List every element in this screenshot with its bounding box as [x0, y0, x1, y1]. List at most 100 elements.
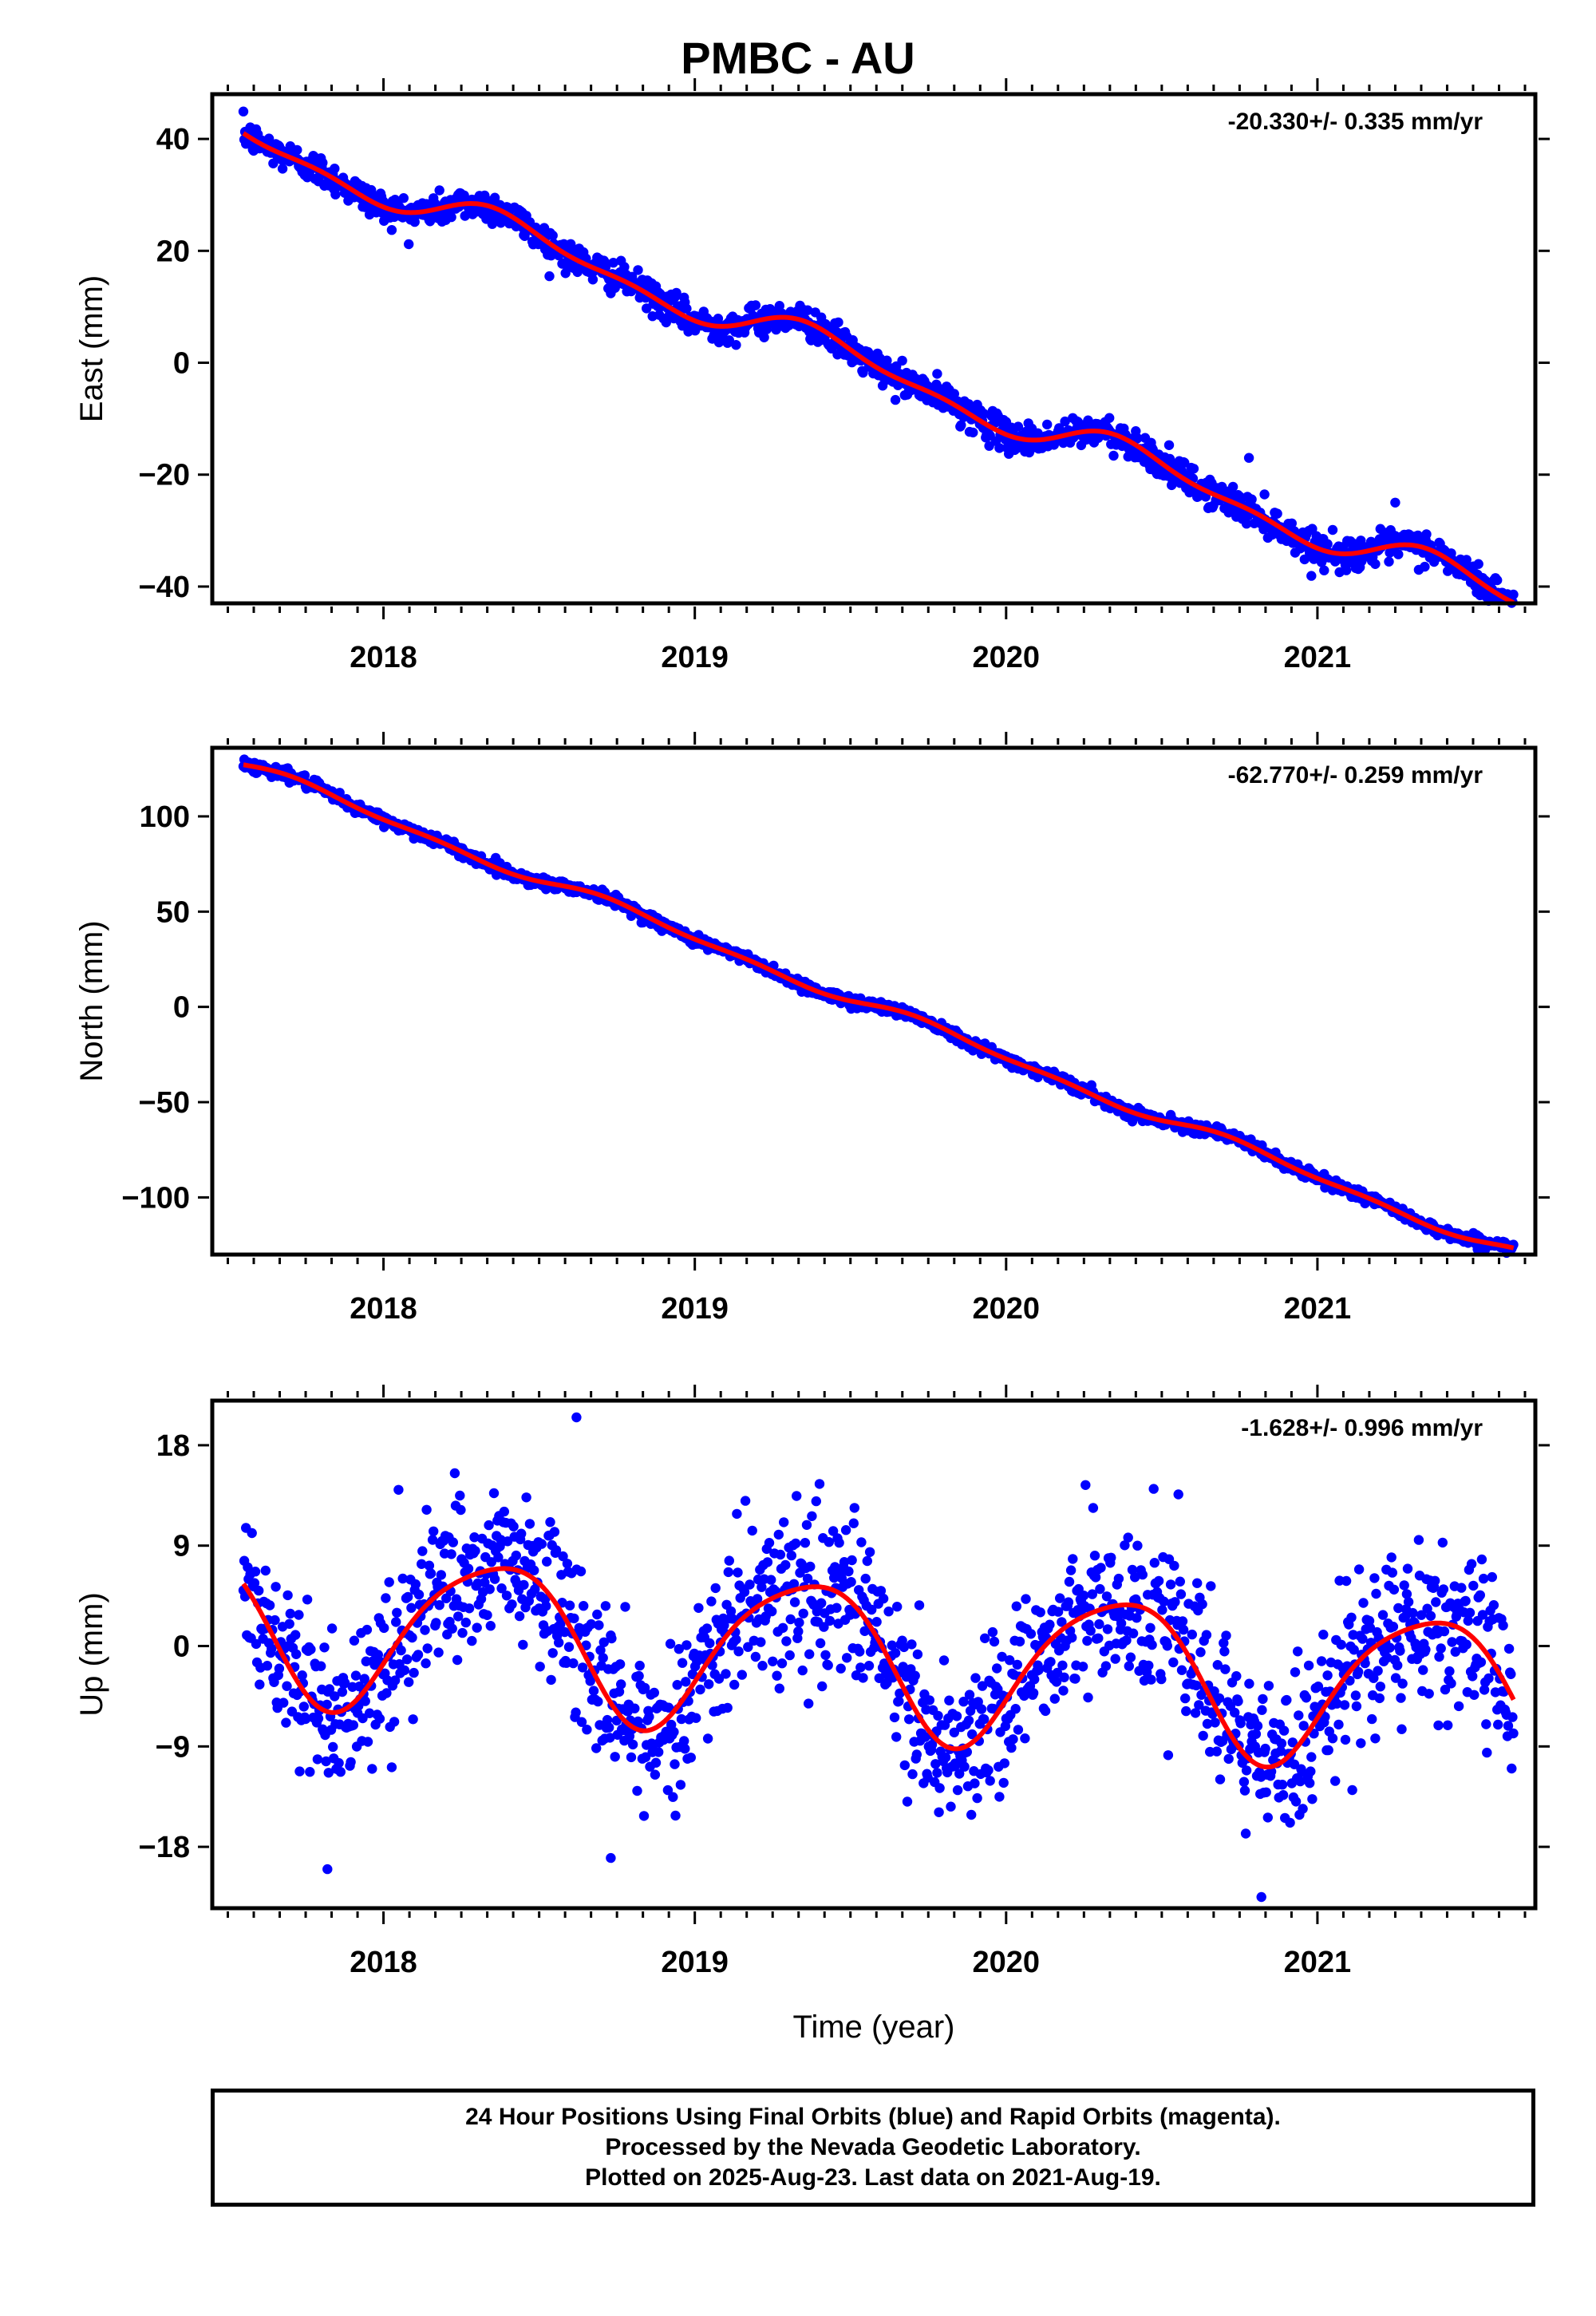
data-point: [268, 158, 279, 168]
data-point: [963, 399, 974, 409]
data-point: [1082, 1635, 1092, 1646]
data-point: [979, 409, 990, 419]
data-point: [610, 1752, 620, 1762]
data-point: [963, 1715, 974, 1725]
x-tick-label: 2020: [973, 1946, 1041, 1979]
data-point: [862, 1555, 873, 1567]
data-point: [292, 144, 302, 156]
data-point: [398, 193, 409, 204]
data-point: [1096, 1563, 1106, 1573]
data-point-outlier: [322, 1863, 333, 1875]
data-point: [604, 1722, 614, 1733]
data-point: [732, 1508, 742, 1520]
data-point: [1282, 1694, 1292, 1705]
data-point: [807, 1511, 817, 1522]
data-point: [361, 1624, 373, 1635]
data-point: [1370, 1733, 1381, 1744]
data-point: [952, 1784, 963, 1796]
data-point: [282, 1681, 292, 1691]
data-point: [672, 1680, 682, 1690]
data-point: [800, 1538, 811, 1548]
data-point: [1033, 1665, 1044, 1675]
data-point-outlier: [1390, 497, 1400, 508]
data-point: [1322, 539, 1333, 549]
data-point: [1106, 1552, 1116, 1563]
data-point: [706, 1596, 717, 1607]
data-point: [1011, 1601, 1022, 1611]
data-point: [1353, 1564, 1365, 1575]
data-point: [956, 420, 966, 430]
data-point: [349, 1635, 360, 1646]
data-point: [670, 1759, 680, 1769]
footer-line-2: Processed by the Nevada Geodetic Laborat…: [605, 2134, 1141, 2160]
data-point: [911, 1749, 922, 1760]
data-point: [1085, 1626, 1096, 1636]
data-point: [987, 1626, 998, 1638]
data-point: [1257, 1705, 1267, 1715]
data-point: [1388, 1622, 1399, 1632]
data-point: [1506, 1669, 1516, 1679]
data-point: [284, 1618, 294, 1630]
data-point: [1285, 1817, 1295, 1828]
data-point: [1351, 1701, 1362, 1712]
data-point: [1080, 1480, 1091, 1491]
data-point: [946, 1801, 956, 1812]
data-point: [1456, 1583, 1467, 1593]
data-point: [518, 1639, 528, 1650]
data-point: [798, 1608, 808, 1619]
data-point: [421, 1658, 431, 1669]
data-point: [1116, 1618, 1127, 1629]
data-point: [1124, 1661, 1135, 1671]
data-point: [1322, 1670, 1333, 1681]
data-point: [547, 1648, 558, 1658]
data-point: [1413, 1535, 1424, 1545]
data-point: [1163, 1750, 1174, 1761]
data-point: [1040, 1705, 1051, 1717]
data-point: [722, 1702, 733, 1713]
data-point: [745, 1579, 755, 1590]
data-point: [1371, 1588, 1381, 1599]
data-point: [1425, 1611, 1436, 1622]
data-point: [434, 185, 444, 196]
data-point: [1173, 1489, 1183, 1500]
data-point: [404, 1677, 414, 1687]
data-point: [1187, 1629, 1198, 1640]
data-point: [1306, 1752, 1317, 1762]
data-point: [632, 1785, 642, 1796]
data-point: [579, 1601, 589, 1611]
data-point: [836, 1663, 846, 1674]
data-point: [1045, 1657, 1056, 1667]
data-point: [1276, 1738, 1287, 1749]
y-tick-label: −50: [139, 1086, 190, 1120]
data-point: [255, 1679, 265, 1690]
data-point: [535, 1662, 545, 1672]
data-point: [575, 1566, 587, 1577]
data-point: [1125, 1652, 1136, 1662]
data-point: [422, 1643, 433, 1654]
data-point: [773, 1529, 784, 1540]
data-point: [569, 1613, 579, 1624]
data-point: [348, 1720, 358, 1730]
data-point: [1306, 571, 1317, 581]
data-point: [260, 1565, 271, 1576]
data-point-outlier: [1256, 1891, 1266, 1903]
data-point: [847, 1555, 857, 1566]
data-point: [878, 1593, 889, 1604]
data-point: [545, 1517, 555, 1528]
data-point: [665, 1638, 676, 1649]
data-point: [1298, 1804, 1308, 1814]
data-point: [511, 1550, 521, 1561]
data-point: [858, 1673, 868, 1683]
data-point: [776, 1658, 788, 1669]
data-point: [318, 157, 328, 168]
data-point: [1447, 1637, 1457, 1647]
data-point: [449, 1468, 460, 1479]
data-point: [463, 1563, 474, 1574]
data-point: [396, 1645, 406, 1656]
data-point: [924, 1695, 935, 1705]
data-point: [326, 1623, 338, 1634]
data-point: [1508, 1728, 1519, 1739]
data-point: [1439, 1626, 1450, 1637]
data-point: [804, 1649, 815, 1659]
